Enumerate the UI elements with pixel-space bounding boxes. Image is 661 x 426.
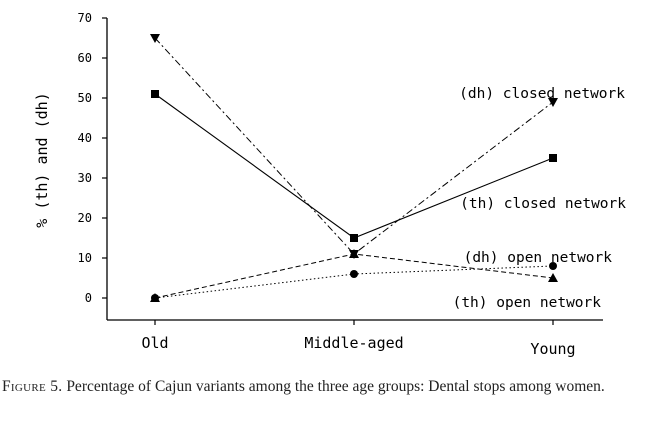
- y-tick-label: 20: [78, 211, 92, 225]
- series-label: (th) open network: [453, 295, 602, 311]
- triangle-up-marker: [349, 249, 359, 258]
- circle-marker: [151, 294, 159, 302]
- square-marker: [350, 234, 358, 242]
- series-square: [151, 90, 557, 242]
- chart-series-labels: (dh) closed network (th) closed network (d…: [453, 86, 627, 311]
- y-tick-label: 0: [85, 291, 92, 305]
- y-axis-label: % (th) and (dh): [33, 92, 51, 227]
- triangle-up-marker: [548, 273, 558, 282]
- square-marker: [151, 90, 159, 98]
- series-label: (th) closed network: [460, 196, 626, 212]
- series-label: (dh) closed network: [459, 86, 625, 102]
- line-chart: 0 10 20 30 40 50 60 70 Old Middle-aged Young (dh) …: [33, 11, 627, 358]
- triangle-down-marker: [150, 34, 160, 43]
- x-tick-label: Middle-aged: [304, 334, 403, 352]
- y-tick-label: 50: [78, 91, 92, 105]
- x-tick-label: Old: [141, 334, 168, 352]
- circle-marker: [350, 270, 358, 278]
- y-tick-label: 70: [78, 11, 92, 25]
- y-tick-label: 60: [78, 51, 92, 65]
- chart-axes: 0 10 20 30 40 50 60 70 Old Middle-aged Young: [78, 11, 603, 358]
- caption-text: Percentage of Cajun variants among the t…: [66, 378, 605, 395]
- y-tick-label: 10: [78, 251, 92, 265]
- y-tick-label: 30: [78, 171, 92, 185]
- series-label: (dh) open network: [464, 250, 613, 266]
- chart-series: [150, 34, 558, 302]
- figure-caption: Figure 5. Percentage of Cajun variants a…: [2, 376, 660, 397]
- series-circle: [151, 262, 557, 302]
- series-line: [154, 37, 554, 255]
- series-line: [154, 93, 554, 239]
- series-triangle-down: [150, 34, 558, 259]
- x-tick-label: Young: [530, 340, 575, 358]
- circle-marker: [549, 262, 557, 270]
- figure-label: Figure 5.: [2, 378, 63, 395]
- y-tick-label: 40: [78, 131, 92, 145]
- square-marker: [549, 154, 557, 162]
- triangle-down-marker: [548, 98, 558, 107]
